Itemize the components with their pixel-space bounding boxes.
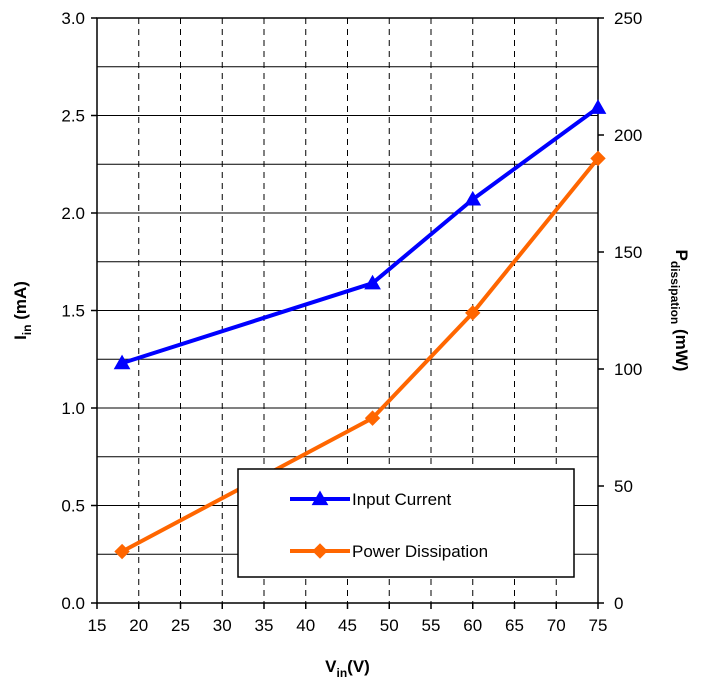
diamond-marker xyxy=(364,410,381,426)
x-tick-label: 60 xyxy=(463,616,482,635)
y-axis-right-title-main: P xyxy=(672,250,691,261)
y-left-tick-label: 2.0 xyxy=(61,204,85,223)
legend-item: Input Current xyxy=(290,490,451,509)
triangle-marker xyxy=(113,354,131,370)
ticks-layer: 15 20 25 30 35 40 45 50 55 60 65 70 75 0.0 0.5 1.0 1.5 2.… xyxy=(61,9,642,635)
y-left-tick-label: 1.5 xyxy=(61,302,85,321)
triangle-marker xyxy=(364,274,381,290)
triangle-marker xyxy=(311,490,329,506)
y-left-tick-label: 0.5 xyxy=(61,497,85,516)
series-line xyxy=(121,106,600,366)
legend-label: Input Current xyxy=(352,490,451,509)
diamond-marker xyxy=(114,543,130,560)
x-axis-title-sub: in xyxy=(337,666,348,680)
diamond-marker xyxy=(590,150,606,167)
x-tick-label: 40 xyxy=(296,616,315,635)
y-axis-right-title: Pdissipation (mW) xyxy=(668,250,691,372)
x-tick-label: 75 xyxy=(589,616,608,635)
y-axis-right-title-sub: dissipation xyxy=(668,261,682,324)
y-left-tick-label: 1.0 xyxy=(61,399,85,418)
x-tick-label: 15 xyxy=(88,616,107,635)
x-tick-label: 20 xyxy=(129,616,148,635)
y-axis-right-title-suffix: (mW) xyxy=(672,324,691,371)
x-axis-title-suffix: (V) xyxy=(347,657,370,676)
y-axis-left-title: Iin (mA) xyxy=(11,281,34,340)
y-left-tick-label: 0.0 xyxy=(61,594,85,613)
y-right-tick-label: 50 xyxy=(614,477,633,496)
y-left-tick-label: 3.0 xyxy=(61,9,85,28)
y-axis-left-title-suffix: (mA) xyxy=(11,281,30,324)
y-right-tick-label: 250 xyxy=(614,9,642,28)
x-tick-label: 25 xyxy=(171,616,190,635)
x-tick-label: 35 xyxy=(255,616,274,635)
x-axis-title: Vin(V) xyxy=(325,657,370,680)
y-axis-left-title-sub: in xyxy=(20,325,34,336)
y-right-tick-label: 200 xyxy=(614,126,642,145)
x-tick-label: 50 xyxy=(380,616,399,635)
x-axis-title-main: V xyxy=(325,657,337,676)
y-axis-left-title-main: I xyxy=(11,335,30,340)
x-tick-label: 30 xyxy=(213,616,232,635)
y-right-tick-label: 150 xyxy=(614,243,642,262)
legend: Input Current Power Dissipation xyxy=(237,468,575,578)
triangle-marker xyxy=(589,99,607,114)
legend-box xyxy=(237,468,575,578)
series-input-current xyxy=(113,99,607,370)
y-right-tick-label: 100 xyxy=(614,360,642,379)
x-tick-label: 65 xyxy=(505,616,524,635)
x-tick-label: 45 xyxy=(338,616,357,635)
y-right-tick-label: 0 xyxy=(614,594,623,613)
diamond-marker xyxy=(312,543,328,559)
x-tick-label: 55 xyxy=(422,616,441,635)
legend-item: Power Dissipation xyxy=(290,542,488,561)
diamond-marker xyxy=(465,305,481,321)
legend-label: Power Dissipation xyxy=(352,542,488,561)
y-left-tick-label: 2.5 xyxy=(61,107,85,126)
triangle-marker xyxy=(464,190,482,206)
x-tick-label: 70 xyxy=(547,616,566,635)
